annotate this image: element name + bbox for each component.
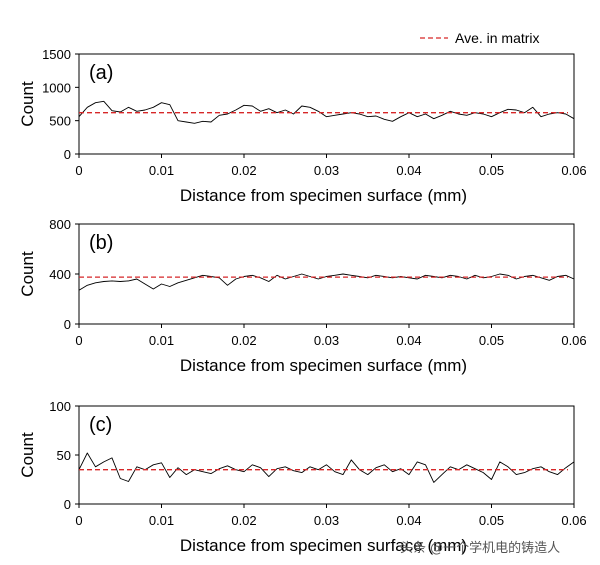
panel-label: (c) xyxy=(89,414,112,436)
y-tick-label: 1500 xyxy=(42,47,71,62)
x-tick-label: 0.05 xyxy=(479,333,504,348)
panel-3: 0 50 100 0 0.01 0.02 0.03 0.04 0.05 0.06 Distance … xyxy=(18,399,587,555)
x-tick-label: 0.02 xyxy=(231,163,256,178)
y-tick-label: 50 xyxy=(57,448,71,463)
y-tick-label: 400 xyxy=(49,267,71,282)
x-tick-label: 0 xyxy=(75,513,82,528)
x-tick-label: 0.06 xyxy=(561,163,586,178)
legend-label: Ave. in matrix xyxy=(455,30,540,46)
x-tick-label: 0.06 xyxy=(561,513,586,528)
x-tick-label: 0.03 xyxy=(314,513,339,528)
x-tick-label: 0.04 xyxy=(396,163,421,178)
x-axis-label: Distance from specimen surface (mm) xyxy=(180,186,467,205)
x-tick-label: 0.01 xyxy=(149,513,174,528)
x-tick-label: 0.01 xyxy=(149,333,174,348)
x-tick-label: 0.05 xyxy=(479,163,504,178)
x-tick-label: 0.05 xyxy=(479,513,504,528)
series-line xyxy=(78,452,575,483)
y-axis-label: Count xyxy=(18,432,37,478)
plot-frame xyxy=(78,53,575,155)
watermark: 头条 @一个学机电的铸造人 xyxy=(400,541,561,556)
panel-label: (b) xyxy=(89,232,113,254)
series-line xyxy=(78,100,575,124)
y-axis-label: Count xyxy=(18,251,37,297)
y-tick-label: 800 xyxy=(49,217,71,232)
x-tick-label: 0.02 xyxy=(231,333,256,348)
y-tick-label: 0 xyxy=(64,317,71,332)
y-tick-label: 1000 xyxy=(42,80,71,95)
legend: Ave. in matrix xyxy=(420,30,540,46)
y-tick-label: 0 xyxy=(64,147,71,162)
panel-2: 0 400 800 0 0.01 0.02 0.03 0.04 0.05 0.06 Distance… xyxy=(18,217,587,375)
panel-label: (a) xyxy=(89,62,113,84)
x-axis-label: Distance from specimen surface (mm) xyxy=(180,536,467,555)
x-tick-label: 0.04 xyxy=(396,513,421,528)
x-axis-label: Distance from specimen surface (mm) xyxy=(180,356,467,375)
x-tick-label: 0 xyxy=(75,163,82,178)
x-tick-label: 0.02 xyxy=(231,513,256,528)
y-tick-label: 0 xyxy=(64,497,71,512)
x-tick-label: 0.01 xyxy=(149,163,174,178)
x-tick-label: 0.03 xyxy=(314,333,339,348)
y-axis-label: Count xyxy=(18,81,37,127)
series-line xyxy=(78,273,575,291)
y-tick-label: 500 xyxy=(49,114,71,129)
x-tick-label: 0 xyxy=(75,333,82,348)
x-tick-label: 0.03 xyxy=(314,163,339,178)
x-tick-label: 0.04 xyxy=(396,333,421,348)
y-tick-label: 100 xyxy=(49,399,71,414)
x-tick-label: 0.06 xyxy=(561,333,586,348)
plot-frame xyxy=(78,405,575,505)
panel-1: 0 500 1000 1500 0 0.01 0.02 0.03 0.04 0.05 0.06 Dis… xyxy=(18,47,587,205)
